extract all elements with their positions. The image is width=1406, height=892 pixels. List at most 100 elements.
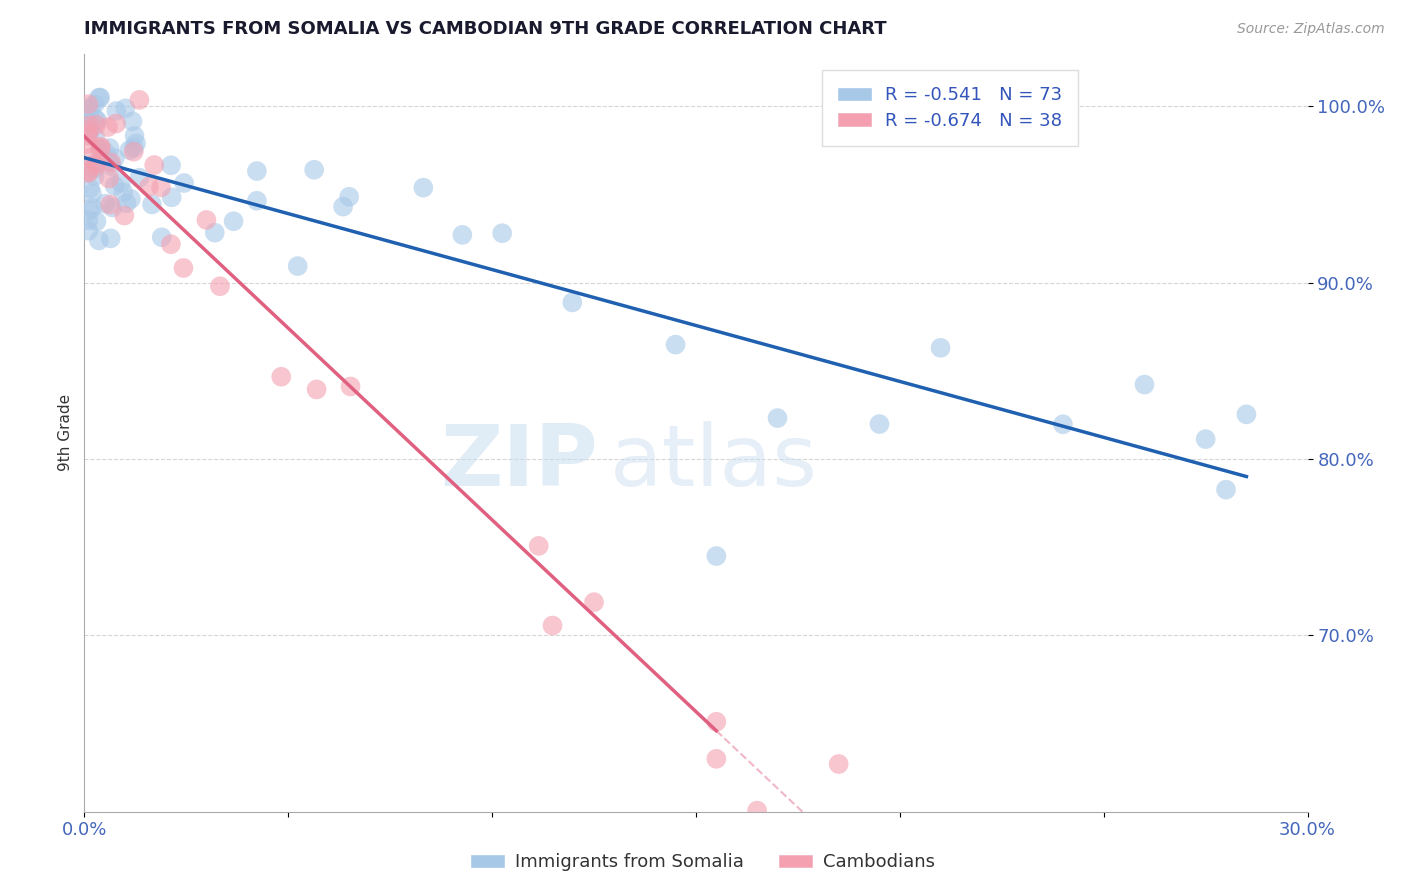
- Point: [1195, 432, 1218, 446]
- Legend: R = -0.541   N = 73, R = -0.674   N = 38: R = -0.541 N = 73, R = -0.674 N = 38: [821, 70, 1078, 146]
- Point: [747, 804, 769, 818]
- Point: [115, 196, 138, 211]
- Point: [110, 176, 132, 190]
- Point: [706, 752, 728, 766]
- Point: [195, 213, 218, 227]
- Point: [112, 186, 135, 200]
- Point: [104, 151, 127, 165]
- Point: [77, 122, 100, 136]
- Point: [77, 123, 100, 137]
- Point: [77, 118, 100, 132]
- Point: [83, 162, 105, 177]
- Point: [869, 417, 891, 431]
- Point: [143, 158, 166, 172]
- Point: [104, 178, 127, 193]
- Point: [89, 90, 111, 104]
- Point: [173, 176, 195, 190]
- Point: [491, 226, 513, 240]
- Point: [412, 180, 434, 194]
- Point: [84, 118, 107, 132]
- Point: [80, 150, 103, 164]
- Point: [339, 379, 361, 393]
- Point: [706, 549, 728, 563]
- Point: [1052, 417, 1074, 432]
- Point: [270, 369, 292, 384]
- Point: [98, 171, 121, 186]
- Point: [77, 127, 100, 141]
- Point: [305, 383, 328, 397]
- Point: [1215, 483, 1237, 497]
- Point: [87, 90, 110, 104]
- Point: [100, 155, 122, 169]
- Point: [82, 158, 104, 172]
- Point: [929, 341, 952, 355]
- Point: [122, 145, 145, 159]
- Point: [121, 114, 143, 128]
- Point: [79, 103, 101, 117]
- Point: [141, 197, 163, 211]
- Point: [706, 714, 728, 729]
- Point: [86, 214, 108, 228]
- Point: [527, 539, 550, 553]
- Point: [79, 123, 101, 137]
- Point: [160, 158, 183, 172]
- Point: [128, 170, 150, 185]
- Point: [150, 180, 173, 194]
- Point: [583, 595, 606, 609]
- Point: [118, 143, 141, 157]
- Text: ZIP: ZIP: [440, 421, 598, 505]
- Point: [83, 97, 105, 112]
- Point: [77, 166, 100, 180]
- Point: [77, 123, 100, 137]
- Point: [77, 213, 100, 227]
- Point: [80, 186, 103, 201]
- Point: [79, 181, 101, 195]
- Point: [83, 169, 105, 184]
- Point: [77, 163, 100, 178]
- Point: [665, 337, 688, 351]
- Point: [86, 156, 108, 170]
- Point: [98, 197, 121, 211]
- Point: [77, 101, 100, 115]
- Point: [86, 159, 108, 173]
- Point: [766, 411, 789, 425]
- Point: [222, 214, 245, 228]
- Point: [541, 618, 564, 632]
- Point: [204, 226, 226, 240]
- Point: [246, 164, 269, 178]
- Point: [97, 120, 120, 134]
- Point: [98, 141, 121, 155]
- Point: [77, 97, 100, 112]
- Point: [90, 141, 112, 155]
- Point: [124, 128, 146, 143]
- Point: [122, 141, 145, 155]
- Point: [561, 295, 583, 310]
- Point: [302, 162, 325, 177]
- Point: [77, 224, 100, 238]
- Point: [104, 117, 127, 131]
- Point: [79, 203, 101, 218]
- Point: [101, 160, 124, 174]
- Point: [114, 101, 136, 115]
- Point: [120, 192, 142, 206]
- Point: [337, 190, 360, 204]
- Legend: Immigrants from Somalia, Cambodians: Immigrants from Somalia, Cambodians: [464, 847, 942, 879]
- Point: [77, 129, 100, 144]
- Point: [332, 200, 354, 214]
- Point: [84, 130, 107, 145]
- Text: Source: ZipAtlas.com: Source: ZipAtlas.com: [1237, 22, 1385, 37]
- Point: [138, 179, 160, 194]
- Point: [100, 231, 122, 245]
- Point: [87, 234, 110, 248]
- Point: [828, 757, 851, 772]
- Point: [128, 93, 150, 107]
- Point: [105, 103, 128, 118]
- Point: [84, 112, 107, 126]
- Point: [112, 209, 135, 223]
- Point: [172, 260, 194, 275]
- Point: [451, 227, 474, 242]
- Point: [77, 113, 100, 128]
- Point: [287, 259, 309, 273]
- Point: [90, 139, 112, 153]
- Point: [1236, 408, 1258, 422]
